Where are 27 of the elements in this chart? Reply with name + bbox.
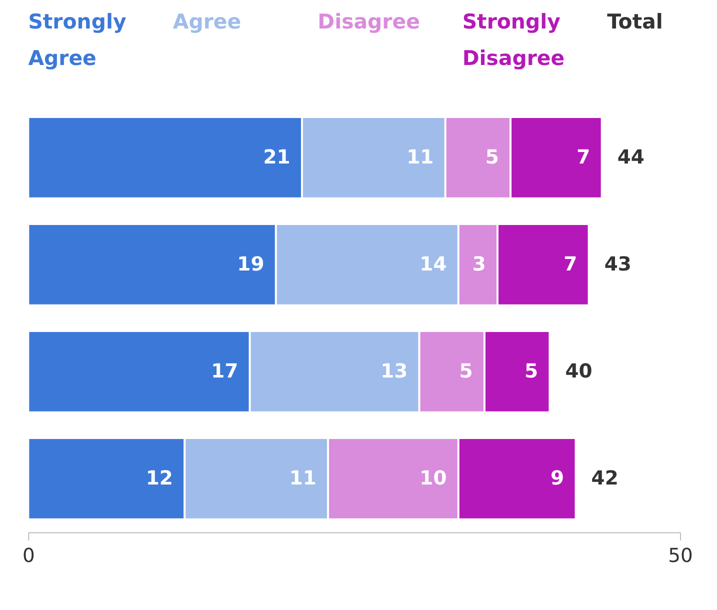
text: Disagree xyxy=(318,9,420,34)
total-label: 43 xyxy=(604,252,632,276)
data-label: 7 xyxy=(564,252,578,276)
text: Strongly Disagree xyxy=(462,9,565,70)
x-tick-label: 50 xyxy=(668,544,693,567)
data-label: 11 xyxy=(406,146,434,168)
data-label: 10 xyxy=(420,466,447,490)
data-label: 5 xyxy=(459,360,473,383)
data-label: 14 xyxy=(420,252,447,276)
data-label: 21 xyxy=(263,146,290,168)
data-label: 11 xyxy=(289,466,316,490)
text: Agree xyxy=(172,9,242,34)
text: Strongly Agree xyxy=(28,9,126,70)
total-label: 40 xyxy=(565,360,592,383)
text: Total xyxy=(607,9,663,34)
data-label: 7 xyxy=(576,146,590,168)
x-tick-label: 0 xyxy=(22,544,35,567)
data-label: 19 xyxy=(237,252,264,276)
total-label: 44 xyxy=(617,146,644,168)
data-label: 5 xyxy=(524,360,538,383)
data-label: 5 xyxy=(485,146,499,168)
data-label: 9 xyxy=(550,466,564,490)
data-label: 17 xyxy=(211,360,238,383)
total-label: 42 xyxy=(591,466,618,490)
data-label: 13 xyxy=(380,360,408,383)
data-label: 12 xyxy=(146,466,173,490)
data-label: 3 xyxy=(472,252,486,276)
